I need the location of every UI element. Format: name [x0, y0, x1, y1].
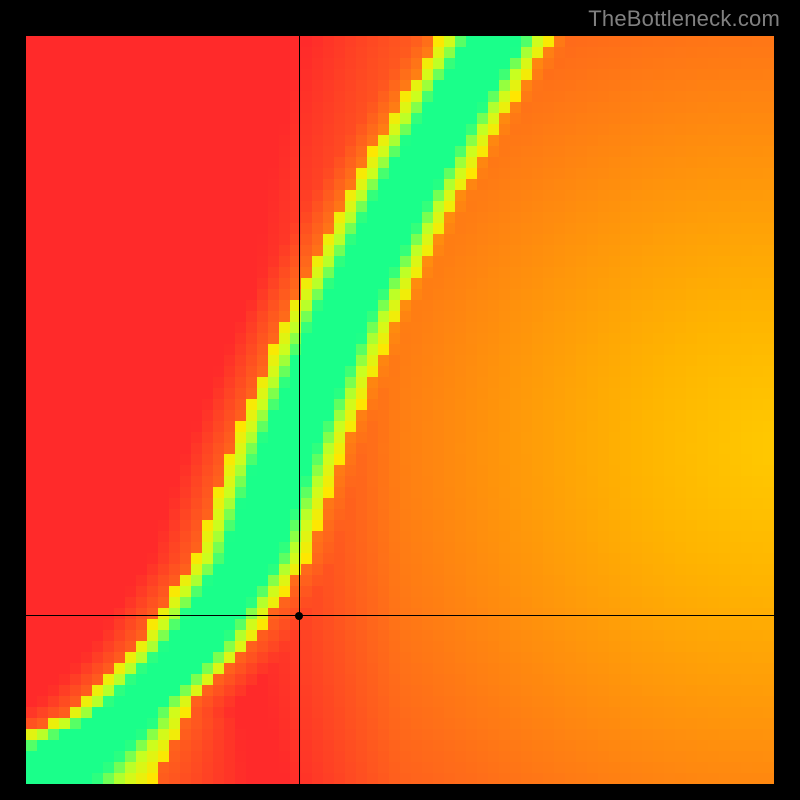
heatmap-canvas — [26, 36, 774, 784]
crosshair-dot — [295, 612, 303, 620]
crosshair-vertical — [299, 36, 300, 784]
crosshair-horizontal — [26, 615, 774, 616]
heatmap-plot — [26, 36, 774, 784]
watermark-text: TheBottleneck.com — [588, 6, 780, 32]
